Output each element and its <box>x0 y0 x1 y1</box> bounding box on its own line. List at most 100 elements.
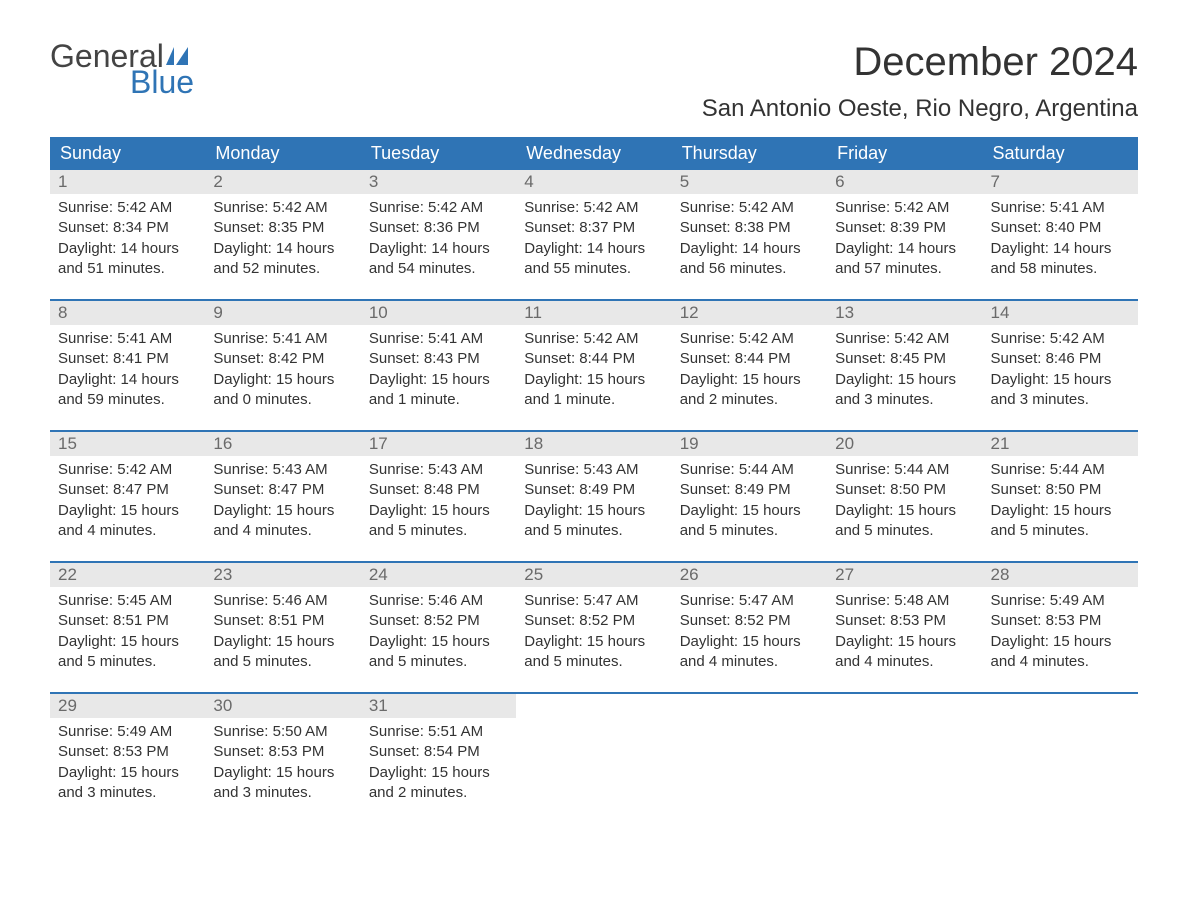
day-body: Sunrise: 5:42 AMSunset: 8:39 PMDaylight:… <box>827 194 982 279</box>
day-sunrise: Sunrise: 5:42 AM <box>680 198 819 218</box>
day-header: Monday <box>205 137 360 170</box>
day-body: Sunrise: 5:49 AMSunset: 8:53 PMDaylight:… <box>983 587 1138 672</box>
day-daylight2: and 5 minutes. <box>369 652 508 672</box>
week-row: 8Sunrise: 5:41 AMSunset: 8:41 PMDaylight… <box>50 299 1138 416</box>
day-daylight2: and 59 minutes. <box>58 390 197 410</box>
day-sunset: Sunset: 8:47 PM <box>213 480 352 500</box>
day-body: Sunrise: 5:46 AMSunset: 8:51 PMDaylight:… <box>205 587 360 672</box>
day-cell <box>827 694 982 809</box>
day-number: 24 <box>361 563 516 587</box>
day-sunset: Sunset: 8:52 PM <box>369 611 508 631</box>
day-cell: 5Sunrise: 5:42 AMSunset: 8:38 PMDaylight… <box>672 170 827 285</box>
day-daylight1: Daylight: 15 hours <box>835 632 974 652</box>
day-sunrise: Sunrise: 5:50 AM <box>213 722 352 742</box>
day-daylight2: and 5 minutes. <box>524 521 663 541</box>
day-header: Tuesday <box>361 137 516 170</box>
day-daylight1: Daylight: 15 hours <box>369 763 508 783</box>
day-cell <box>672 694 827 809</box>
day-sunset: Sunset: 8:51 PM <box>213 611 352 631</box>
day-cell: 30Sunrise: 5:50 AMSunset: 8:53 PMDayligh… <box>205 694 360 809</box>
day-daylight1: Daylight: 15 hours <box>369 501 508 521</box>
day-sunset: Sunset: 8:53 PM <box>991 611 1130 631</box>
day-cell: 11Sunrise: 5:42 AMSunset: 8:44 PMDayligh… <box>516 301 671 416</box>
day-sunset: Sunset: 8:44 PM <box>524 349 663 369</box>
day-number: 29 <box>50 694 205 718</box>
day-cell: 17Sunrise: 5:43 AMSunset: 8:48 PMDayligh… <box>361 432 516 547</box>
day-sunrise: Sunrise: 5:49 AM <box>991 591 1130 611</box>
day-body: Sunrise: 5:42 AMSunset: 8:36 PMDaylight:… <box>361 194 516 279</box>
month-title: December 2024 <box>702 40 1138 85</box>
day-daylight1: Daylight: 15 hours <box>213 370 352 390</box>
brand-logo: General Blue <box>50 40 196 98</box>
day-number: 6 <box>827 170 982 194</box>
day-number: 7 <box>983 170 1138 194</box>
day-sunrise: Sunrise: 5:41 AM <box>58 329 197 349</box>
day-cell <box>516 694 671 809</box>
day-daylight2: and 5 minutes. <box>369 521 508 541</box>
day-number: 28 <box>983 563 1138 587</box>
day-body: Sunrise: 5:49 AMSunset: 8:53 PMDaylight:… <box>50 718 205 803</box>
day-cell <box>983 694 1138 809</box>
day-sunset: Sunset: 8:49 PM <box>524 480 663 500</box>
day-daylight2: and 4 minutes. <box>58 521 197 541</box>
day-cell: 24Sunrise: 5:46 AMSunset: 8:52 PMDayligh… <box>361 563 516 678</box>
day-body: Sunrise: 5:41 AMSunset: 8:43 PMDaylight:… <box>361 325 516 410</box>
day-sunset: Sunset: 8:53 PM <box>835 611 974 631</box>
day-daylight1: Daylight: 15 hours <box>369 632 508 652</box>
day-sunrise: Sunrise: 5:47 AM <box>680 591 819 611</box>
day-number: 16 <box>205 432 360 456</box>
page-header: General Blue December 2024 San Antonio O… <box>50 40 1138 123</box>
day-daylight1: Daylight: 15 hours <box>524 501 663 521</box>
day-cell: 18Sunrise: 5:43 AMSunset: 8:49 PMDayligh… <box>516 432 671 547</box>
day-number: 2 <box>205 170 360 194</box>
day-sunrise: Sunrise: 5:42 AM <box>213 198 352 218</box>
week-row: 22Sunrise: 5:45 AMSunset: 8:51 PMDayligh… <box>50 561 1138 678</box>
day-number: 26 <box>672 563 827 587</box>
day-daylight2: and 5 minutes. <box>524 652 663 672</box>
day-cell: 1Sunrise: 5:42 AMSunset: 8:34 PMDaylight… <box>50 170 205 285</box>
weeks-container: 1Sunrise: 5:42 AMSunset: 8:34 PMDaylight… <box>50 170 1138 809</box>
day-sunset: Sunset: 8:47 PM <box>58 480 197 500</box>
day-daylight2: and 5 minutes. <box>835 521 974 541</box>
day-daylight1: Daylight: 15 hours <box>991 632 1130 652</box>
day-daylight2: and 56 minutes. <box>680 259 819 279</box>
day-daylight1: Daylight: 15 hours <box>369 370 508 390</box>
day-body: Sunrise: 5:43 AMSunset: 8:48 PMDaylight:… <box>361 456 516 541</box>
day-sunset: Sunset: 8:39 PM <box>835 218 974 238</box>
day-body: Sunrise: 5:41 AMSunset: 8:40 PMDaylight:… <box>983 194 1138 279</box>
day-sunset: Sunset: 8:36 PM <box>369 218 508 238</box>
day-sunrise: Sunrise: 5:44 AM <box>835 460 974 480</box>
day-daylight1: Daylight: 15 hours <box>58 632 197 652</box>
day-body: Sunrise: 5:42 AMSunset: 8:38 PMDaylight:… <box>672 194 827 279</box>
day-sunrise: Sunrise: 5:51 AM <box>369 722 508 742</box>
day-sunrise: Sunrise: 5:44 AM <box>991 460 1130 480</box>
day-sunrise: Sunrise: 5:44 AM <box>680 460 819 480</box>
day-number: 11 <box>516 301 671 325</box>
day-body: Sunrise: 5:43 AMSunset: 8:49 PMDaylight:… <box>516 456 671 541</box>
day-sunrise: Sunrise: 5:42 AM <box>524 198 663 218</box>
day-cell: 31Sunrise: 5:51 AMSunset: 8:54 PMDayligh… <box>361 694 516 809</box>
day-daylight2: and 5 minutes. <box>680 521 819 541</box>
day-number: 25 <box>516 563 671 587</box>
day-daylight1: Daylight: 15 hours <box>991 370 1130 390</box>
day-cell: 6Sunrise: 5:42 AMSunset: 8:39 PMDaylight… <box>827 170 982 285</box>
day-daylight2: and 2 minutes. <box>369 783 508 803</box>
location-subtitle: San Antonio Oeste, Rio Negro, Argentina <box>702 95 1138 123</box>
day-number: 1 <box>50 170 205 194</box>
day-daylight1: Daylight: 15 hours <box>213 632 352 652</box>
day-body: Sunrise: 5:41 AMSunset: 8:42 PMDaylight:… <box>205 325 360 410</box>
day-daylight2: and 51 minutes. <box>58 259 197 279</box>
day-number: 31 <box>361 694 516 718</box>
day-sunset: Sunset: 8:44 PM <box>680 349 819 369</box>
day-body: Sunrise: 5:42 AMSunset: 8:37 PMDaylight:… <box>516 194 671 279</box>
day-body: Sunrise: 5:42 AMSunset: 8:35 PMDaylight:… <box>205 194 360 279</box>
day-daylight2: and 4 minutes. <box>991 652 1130 672</box>
day-sunrise: Sunrise: 5:41 AM <box>213 329 352 349</box>
day-body: Sunrise: 5:48 AMSunset: 8:53 PMDaylight:… <box>827 587 982 672</box>
day-daylight2: and 58 minutes. <box>991 259 1130 279</box>
day-daylight2: and 4 minutes. <box>835 652 974 672</box>
day-daylight2: and 4 minutes. <box>680 652 819 672</box>
day-sunset: Sunset: 8:53 PM <box>213 742 352 762</box>
day-daylight1: Daylight: 15 hours <box>213 763 352 783</box>
day-body: Sunrise: 5:42 AMSunset: 8:47 PMDaylight:… <box>50 456 205 541</box>
